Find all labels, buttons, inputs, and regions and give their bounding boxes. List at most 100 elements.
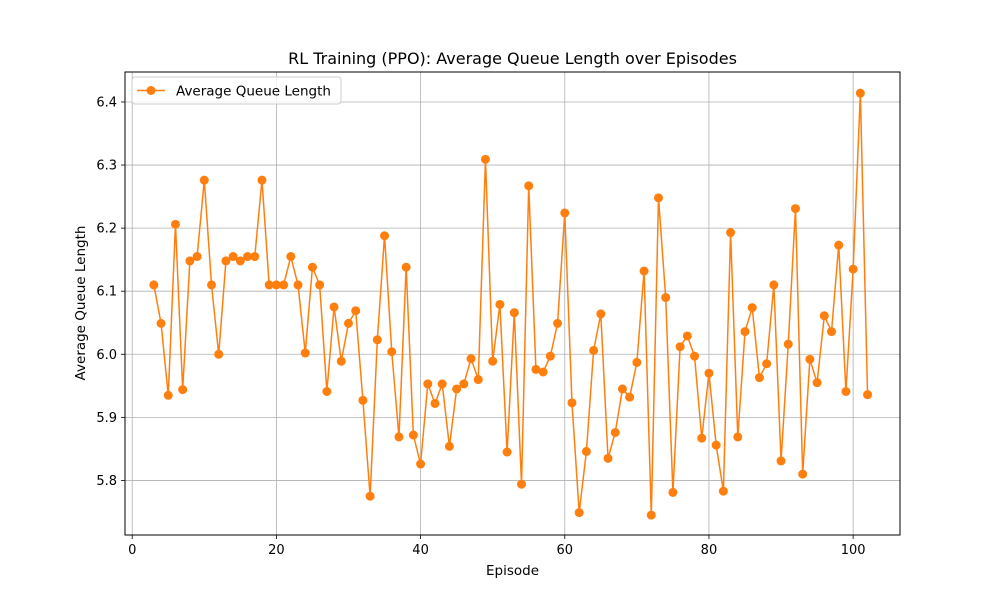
- legend-box: [131, 76, 342, 105]
- data-point: [747, 303, 757, 313]
- data-point: [315, 280, 325, 290]
- data-point: [819, 311, 829, 321]
- data-point: [625, 392, 635, 402]
- data-point: [250, 252, 260, 262]
- data-point: [163, 390, 173, 400]
- data-point: [214, 349, 224, 359]
- data-point: [178, 385, 188, 395]
- data-point: [827, 327, 837, 337]
- data-point: [452, 384, 462, 394]
- data-point: [401, 262, 411, 272]
- data-point: [596, 309, 606, 319]
- x-tick-label: 80: [701, 543, 718, 558]
- data-point: [156, 318, 166, 328]
- data-point: [437, 379, 447, 389]
- data-point: [488, 356, 498, 366]
- data-point: [610, 427, 620, 437]
- data-point: [531, 364, 541, 374]
- data-point: [581, 446, 591, 456]
- y-tick-label: 6.2: [96, 222, 117, 237]
- data-point: [372, 335, 382, 345]
- data-point: [733, 432, 743, 442]
- y-tick-label: 6.3: [96, 159, 117, 174]
- data-point: [286, 252, 296, 262]
- data-point: [423, 379, 433, 389]
- data-point: [668, 487, 678, 497]
- data-point: [502, 447, 512, 457]
- legend-label: Average Queue Length: [176, 84, 331, 100]
- data-point: [769, 280, 779, 290]
- data-point: [149, 280, 159, 290]
- data-point: [524, 181, 534, 191]
- data-point: [293, 280, 303, 290]
- y-axis-label: Average Queue Length: [73, 226, 89, 381]
- data-point: [841, 386, 851, 396]
- data-point: [192, 252, 202, 262]
- data-point: [697, 433, 707, 443]
- data-point: [358, 395, 368, 405]
- data-point: [776, 456, 786, 466]
- grid-lines: [125, 72, 900, 535]
- data-point: [336, 356, 346, 366]
- data-point: [790, 204, 800, 214]
- data-point: [675, 342, 685, 352]
- data-point: [264, 280, 274, 290]
- data-point: [509, 308, 519, 318]
- data-point: [207, 280, 217, 290]
- x-tick-label: 40: [412, 543, 429, 558]
- data-point: [848, 264, 858, 274]
- x-tick-label: 60: [556, 543, 573, 558]
- x-tick-label: 20: [268, 543, 285, 558]
- data-point: [560, 208, 570, 218]
- data-point: [365, 491, 375, 501]
- data-point: [812, 378, 822, 388]
- data-point: [639, 266, 649, 276]
- data-point: [863, 390, 873, 400]
- x-axis-label: Episode: [486, 563, 539, 579]
- data-point: [783, 339, 793, 349]
- data-point: [430, 398, 440, 408]
- data-point: [603, 453, 613, 463]
- data-point: [661, 293, 671, 303]
- data-point: [855, 88, 865, 98]
- data-point: [243, 252, 253, 262]
- data-point: [271, 280, 281, 290]
- data-point: [805, 354, 815, 364]
- x-tick-label: 100: [841, 543, 866, 558]
- data-point: [394, 432, 404, 442]
- data-point: [221, 256, 231, 266]
- data-point: [567, 398, 577, 408]
- data-point: [473, 375, 483, 385]
- x-tick-label: 0: [128, 543, 136, 558]
- data-point: [574, 508, 584, 518]
- data-point: [589, 345, 599, 355]
- data-point: [343, 318, 353, 328]
- data-point: [538, 367, 548, 377]
- y-tick-label: 5.9: [96, 411, 117, 426]
- data-point: [480, 154, 490, 164]
- y-tick-label: 5.8: [96, 474, 117, 489]
- data-point: [632, 357, 642, 367]
- data-point: [235, 256, 245, 266]
- data-point: [329, 302, 339, 312]
- y-tick-label: 6.0: [96, 348, 117, 363]
- data-point: [682, 331, 692, 341]
- plot-area-frame: [124, 71, 901, 536]
- data-point: [704, 368, 714, 378]
- data-point: [199, 175, 209, 185]
- data-point: [495, 299, 505, 309]
- axis-ticks: 0 20 40 60 80 100 5.8 5.9 6.0 6.1 6.2 6.3 6.4: [96, 95, 865, 558]
- data-point: [322, 386, 332, 396]
- data-point: [228, 252, 238, 262]
- legend-marker-swatch: [146, 86, 156, 95]
- data-point: [711, 440, 721, 450]
- data-point: [545, 351, 555, 361]
- data-point: [307, 262, 317, 272]
- data-point: [617, 384, 627, 394]
- data-point: [646, 510, 656, 520]
- data-point: [351, 306, 361, 316]
- data-point: [726, 228, 736, 238]
- chart-title: RL Training (PPO): Average Queue Length …: [288, 49, 737, 68]
- data-point: [408, 430, 418, 440]
